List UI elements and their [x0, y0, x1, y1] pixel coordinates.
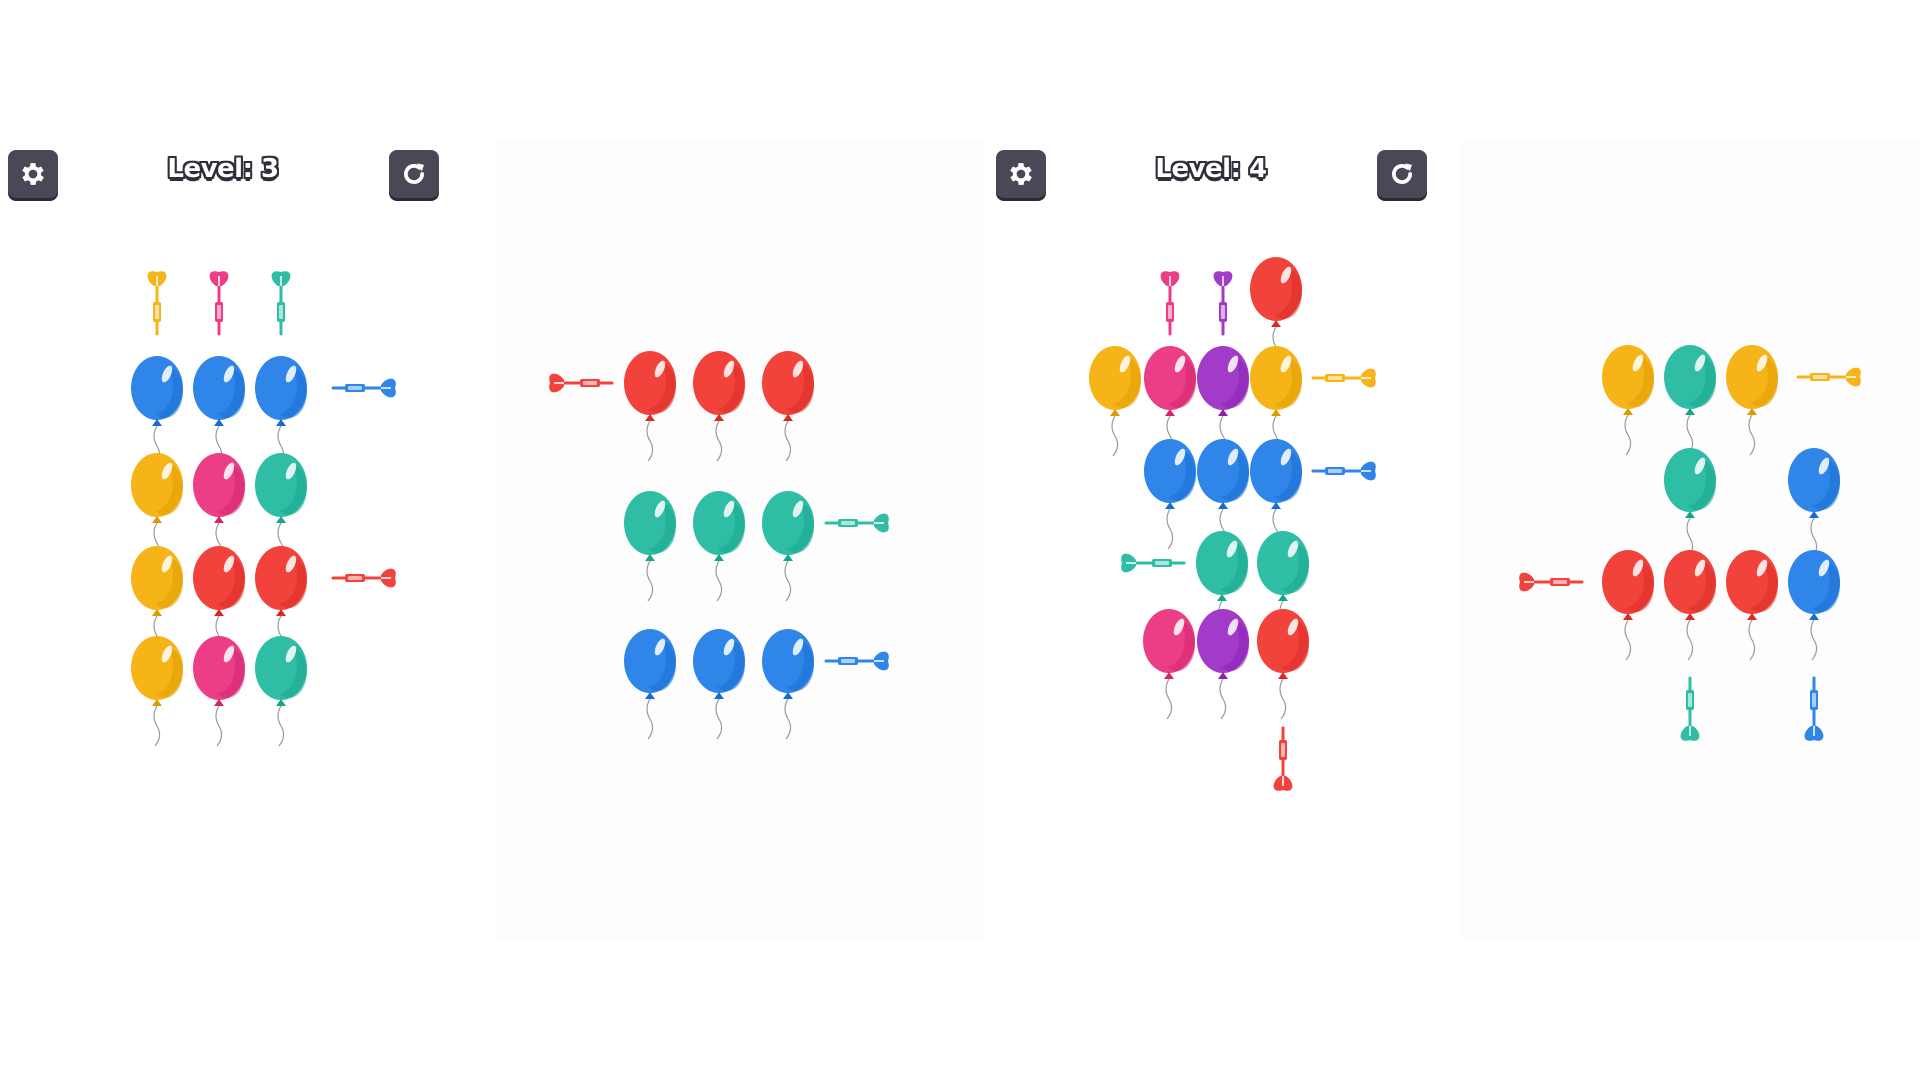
settings-button[interactable] [996, 150, 1046, 198]
restart-button[interactable] [1377, 150, 1427, 198]
settings-button[interactable] [8, 150, 58, 198]
level-title: Level: 3 [123, 154, 323, 184]
level-title: Level: 4 [1111, 154, 1311, 184]
gear-icon [1006, 159, 1036, 189]
gear-icon [18, 159, 48, 189]
restart-icon [399, 159, 429, 189]
level-3-panel [0, 140, 490, 940]
restart-button[interactable] [389, 150, 439, 198]
restart-icon [1387, 159, 1417, 189]
